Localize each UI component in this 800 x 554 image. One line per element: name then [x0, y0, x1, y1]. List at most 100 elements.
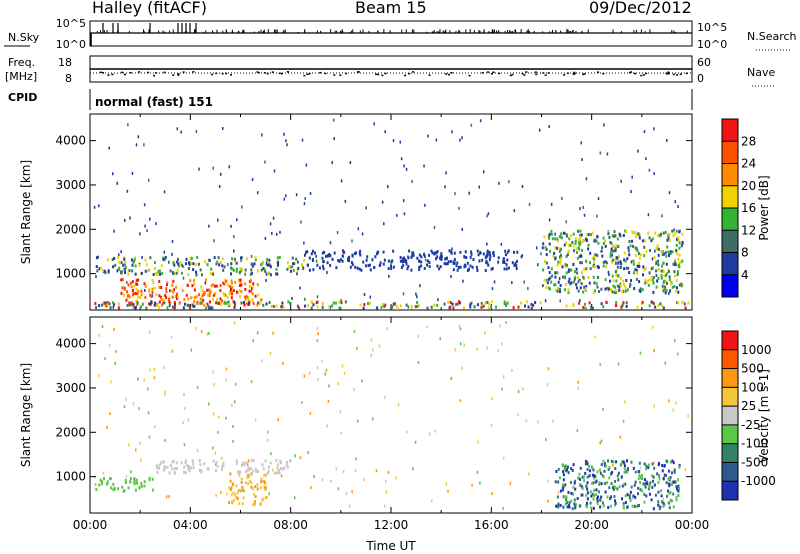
power-cell — [623, 258, 626, 262]
power-cell — [203, 303, 206, 307]
power-cell — [681, 232, 684, 236]
power-cell — [95, 306, 98, 310]
power-sparse-cell — [264, 160, 266, 164]
nave-point — [630, 71, 633, 73]
nave-point — [667, 72, 670, 75]
power-cell — [485, 260, 488, 264]
power-cell — [616, 274, 619, 278]
power-cell — [233, 300, 236, 304]
power-sparse-cell — [383, 222, 385, 226]
velocity-cell — [611, 486, 614, 490]
power-cell — [547, 234, 550, 238]
power-cell — [511, 261, 514, 265]
velocity-cell — [171, 460, 174, 464]
power-cell — [161, 297, 164, 301]
power-cell — [177, 264, 180, 268]
power-cell — [267, 261, 270, 265]
power-cell — [404, 258, 407, 262]
power-cell — [476, 249, 479, 253]
power-sparse-cell — [392, 139, 395, 143]
power-cell — [230, 281, 233, 285]
power-cell — [619, 265, 622, 269]
power-cell — [482, 304, 485, 308]
power-cell — [135, 287, 138, 291]
power-cell — [567, 270, 570, 274]
power-cell — [430, 249, 433, 253]
power-cell — [473, 305, 476, 309]
power-sparse-cell — [336, 231, 339, 235]
power-sparse-cell — [127, 123, 129, 127]
velocity-cell — [192, 462, 195, 466]
velocity-cell — [191, 459, 194, 463]
velocity-sparse-cell — [414, 440, 417, 444]
velocity-cell — [581, 493, 584, 497]
velocity-cell — [663, 473, 666, 477]
power-cell — [418, 265, 421, 269]
velocity-cell — [250, 485, 253, 489]
power-cell — [507, 266, 510, 270]
power-sparse-cell — [402, 199, 405, 203]
power-sparse-cell — [411, 179, 413, 183]
nave-point — [99, 71, 102, 74]
power-sparse-cell — [304, 196, 306, 200]
power-cell — [321, 251, 324, 255]
velocity-sparse-cell — [246, 463, 249, 467]
velocity-cell — [244, 461, 247, 465]
power-cell — [556, 239, 559, 243]
power-sparse-cell — [139, 232, 141, 236]
power-cell — [662, 261, 665, 265]
power-cell — [668, 238, 671, 242]
power-cell — [94, 301, 97, 305]
power-sparse-cell — [468, 191, 470, 195]
power-cell — [677, 301, 680, 305]
velocity-colorbar-label: Velocity [m s-1] — [757, 369, 771, 463]
power-sparse-cell — [332, 118, 335, 122]
power-cell — [582, 305, 585, 309]
velocity-sparse-cell — [170, 335, 173, 339]
power-cell — [549, 249, 552, 253]
velocity-cell — [280, 466, 283, 470]
velocity-colorbar-tick-label: -25 — [741, 418, 761, 432]
power-sparse-cell — [523, 280, 525, 284]
velocity-sparse-cell — [113, 327, 115, 331]
power-cell — [604, 244, 607, 248]
velocity-cell — [596, 470, 599, 474]
power-cell — [304, 304, 307, 308]
velocity-sparse-cell — [337, 487, 340, 491]
power-cell — [618, 285, 621, 289]
x-axis-label: Time UT — [365, 539, 416, 553]
velocity-cell — [269, 461, 272, 465]
power-cell — [651, 278, 654, 282]
velocity-sparse-cell — [339, 410, 342, 414]
power-cell — [428, 265, 431, 269]
power-cell — [154, 272, 157, 276]
power-cell — [275, 272, 278, 276]
velocity-colorbar-swatch — [722, 387, 738, 407]
power-sparse-cell — [129, 216, 131, 220]
power-sparse-cell — [451, 247, 453, 251]
velocity-cell — [668, 491, 671, 495]
power-cell — [454, 303, 457, 307]
velocity-cell — [263, 485, 266, 489]
velocity-sparse-cell — [600, 439, 603, 443]
power-sparse-cell — [340, 179, 343, 183]
velocity-sparse-cell — [143, 378, 146, 382]
velocity-cell — [569, 480, 572, 484]
velocity-cell — [203, 462, 206, 466]
velocity-cell — [643, 478, 646, 482]
velocity-sparse-cell — [378, 344, 381, 348]
velocity-sparse-cell — [458, 324, 461, 328]
power-cell — [410, 305, 413, 309]
velocity-cell — [580, 493, 583, 497]
power-cell — [654, 231, 657, 235]
power-sparse-cell — [269, 222, 272, 226]
velocity-cell — [140, 484, 143, 488]
power-cell — [681, 242, 684, 246]
power-cell — [469, 264, 472, 268]
power-cell — [484, 268, 487, 272]
velocity-sparse-cell — [190, 348, 193, 352]
power-cell — [219, 284, 222, 288]
velocity-cell — [653, 466, 656, 470]
power-cell — [534, 301, 537, 305]
velocity-cell — [222, 461, 225, 465]
